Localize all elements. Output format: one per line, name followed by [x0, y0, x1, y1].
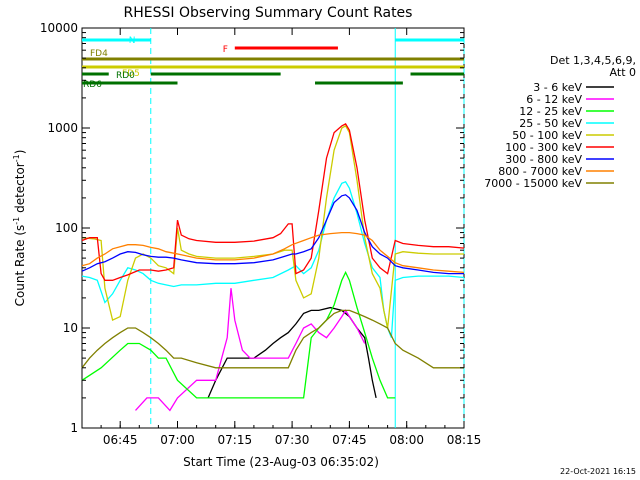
- flag-label-1: F: [223, 45, 228, 55]
- flag-label-3: FD5: [122, 69, 140, 79]
- x-tick-label-0: 06:45: [103, 433, 138, 447]
- x-tick-label-1: 07:00: [160, 433, 195, 447]
- legend-label-1: 6 - 12 keV: [526, 93, 582, 106]
- series-line-7: [81, 231, 465, 274]
- legend-header-0: Det 1,3,4,5,6,9,: [550, 54, 636, 67]
- y-tick-label-2: 100: [55, 221, 78, 235]
- x-tick-label-6: 08:15: [447, 433, 482, 447]
- legend-label-2: 12 - 25 keV: [519, 105, 582, 118]
- y-tick-label-1: 10: [63, 321, 78, 335]
- flag-label-2: FD4: [90, 49, 108, 59]
- series-line-8: [81, 309, 464, 369]
- flag-label-0: N: [129, 36, 136, 46]
- series-line-4: [81, 125, 464, 329]
- series-line-1: [135, 288, 366, 412]
- y-axis-label: Count Rate (s-1 detector-1): [12, 150, 27, 307]
- footer-date: 22-Oct-2021 16:15: [560, 467, 636, 476]
- legend-label-4: 50 - 100 keV: [512, 129, 582, 142]
- flag-label-4: RD0: [116, 71, 135, 81]
- series-line-2: [81, 270, 396, 399]
- x-tick-label-5: 08:00: [389, 433, 424, 447]
- x-tick-label-4: 07:45: [332, 433, 367, 447]
- legend-label-6: 300 - 800 keV: [505, 153, 582, 166]
- series-line-0: [207, 306, 377, 399]
- legend-label-0: 3 - 6 keV: [533, 81, 582, 94]
- legend-header-1: Att 0: [610, 66, 636, 79]
- series-line-5: [81, 123, 465, 281]
- legend-label-8: 7000 - 15000 keV: [484, 177, 582, 190]
- legend-label-5: 100 - 300 keV: [505, 141, 582, 154]
- x-axis-label: Start Time (23-Aug-03 06:35:02): [183, 455, 379, 469]
- x-tick-label-3: 07:30: [275, 433, 310, 447]
- flag-label-5: RD6: [83, 80, 102, 90]
- chart-title: RHESSI Observing Summary Count Rates: [124, 5, 413, 21]
- legend-label-3: 25 - 50 keV: [519, 117, 582, 130]
- series-line-6: [81, 194, 464, 275]
- y-tick-label-4: 10000: [40, 21, 78, 35]
- y-tick-label-3: 1000: [47, 121, 78, 135]
- y-tick-label-0: 1: [70, 421, 78, 435]
- legend-label-7: 800 - 7000 keV: [498, 165, 582, 178]
- x-tick-label-2: 07:15: [218, 433, 253, 447]
